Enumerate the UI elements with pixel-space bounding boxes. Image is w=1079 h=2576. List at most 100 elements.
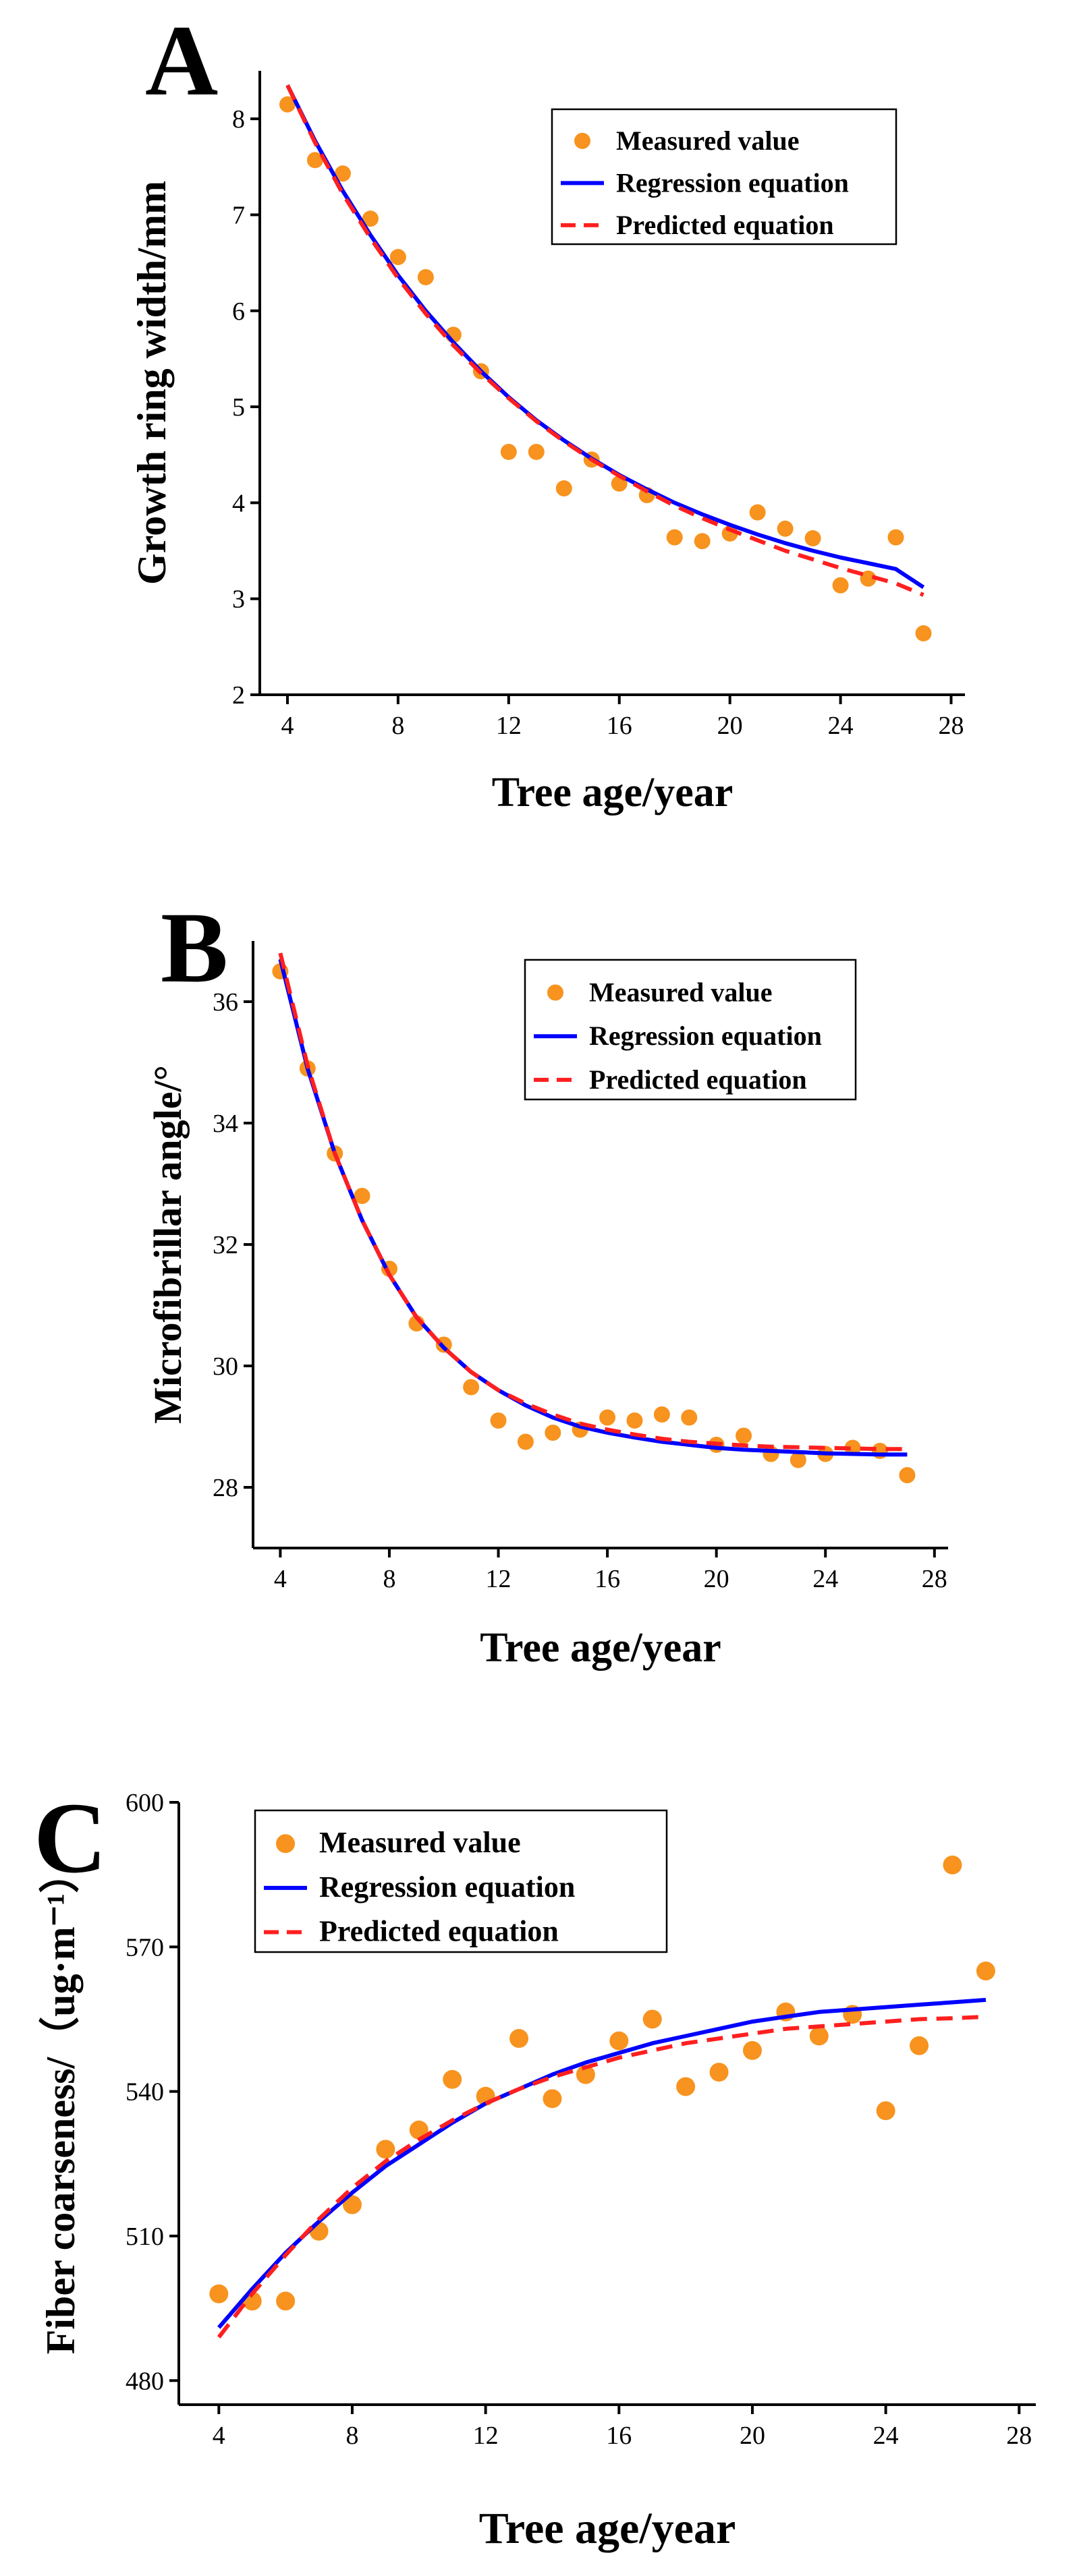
measured-point (876, 2101, 895, 2121)
measured-point (443, 2069, 462, 2089)
x-axis-title: Tree age/year (492, 770, 733, 815)
measured-point (417, 268, 434, 285)
x-tick-label: 24 (812, 1565, 838, 1593)
measured-point (599, 1409, 616, 1426)
measured-point (832, 577, 849, 594)
measured-points (209, 1855, 995, 2311)
measured-point (463, 1379, 480, 1396)
measured-point (653, 1406, 670, 1423)
measured-point (389, 249, 406, 266)
x-tick-label: 28 (922, 1565, 947, 1593)
legend: Measured value Regression equation Predict… (524, 958, 857, 1101)
legend: Measured value Regression equation Predict… (254, 1809, 668, 1953)
measured-point (777, 520, 794, 537)
y-axis-title: Growth ring width/mm (130, 181, 174, 585)
legend-label: Measured value (616, 125, 799, 156)
measured-point (376, 2140, 395, 2159)
measured-point (309, 2221, 329, 2241)
measured-point (749, 504, 766, 521)
y-axis-title: Microfibrillar angle/° (146, 1065, 190, 1424)
x-tick-label: 28 (939, 712, 964, 740)
y-tick-label: 7 (232, 201, 245, 229)
measured-point (809, 2026, 829, 2046)
x-axis-title: Tree age/year (479, 2504, 736, 2553)
x-tick-label: 4 (274, 1565, 287, 1593)
x-tick-label: 24 (828, 712, 854, 740)
x-tick-label: 8 (345, 2422, 358, 2450)
measured-point (279, 96, 296, 113)
x-tick-label: 16 (594, 1565, 620, 1593)
y-tick-label: 5 (232, 393, 245, 422)
y-tick-label: 36 (213, 988, 238, 1017)
x-tick-label: 8 (391, 712, 404, 740)
regression-curve (278, 958, 908, 1457)
y-tick-label: 3 (232, 585, 245, 614)
measured-point (910, 2036, 929, 2055)
x-tick-label: 20 (740, 2422, 765, 2450)
x-tick-label: 4 (281, 712, 294, 740)
measured-point (609, 2031, 629, 2051)
measured-points (272, 963, 916, 1483)
measured-point (306, 152, 323, 169)
legend-box (254, 1809, 668, 1953)
measured-point (790, 1452, 806, 1468)
chart-panel-b: B 4 8 12 16 20 24 28 28 30 32 34 36 Tree age/year Micr… (146, 892, 948, 1671)
predicted-curve (217, 2014, 987, 2339)
legend-marker-measured (574, 132, 590, 149)
y-tick-label: 4 (232, 489, 245, 517)
legend-label: Regression equation (589, 1021, 822, 1051)
panel-letter: B (161, 892, 228, 1004)
legend-box (551, 108, 897, 246)
measured-point (887, 529, 904, 546)
legend-box (524, 958, 857, 1101)
chart-panel-c: C 4 8 12 16 20 24 28 480 510 540 570 600 Tree age/yea… (34, 1782, 1036, 2553)
y-tick-label: 570 (126, 1933, 164, 1962)
measured-point (642, 2009, 662, 2029)
measured-point (666, 529, 683, 546)
measured-point (545, 1425, 561, 1441)
y-tick-label: 32 (213, 1231, 238, 1259)
measured-point (517, 1433, 534, 1450)
measured-point (354, 1188, 370, 1204)
measured-point (915, 625, 932, 641)
measured-point (976, 1962, 995, 1981)
measured-point (276, 2291, 296, 2311)
legend-label: Predicted equation (616, 210, 834, 240)
y-tick-label: 8 (232, 105, 245, 134)
measured-point (334, 165, 351, 182)
y-tick-label: 480 (126, 2367, 164, 2395)
y-tick-label: 540 (126, 2078, 164, 2107)
y-tick-label: 6 (232, 297, 245, 326)
legend: Measured value Regression equation Predict… (551, 108, 897, 246)
measured-point (742, 2040, 762, 2060)
x-tick-label: 20 (717, 712, 743, 740)
x-tick-label: 12 (473, 2422, 499, 2450)
y-tick-label: 2 (232, 681, 245, 710)
x-tick-label: 12 (496, 712, 522, 740)
legend-marker-measured (276, 1834, 295, 1854)
measured-point (899, 1467, 916, 1483)
measured-point (860, 570, 877, 587)
measured-point (362, 210, 379, 227)
measured-point (576, 2065, 595, 2084)
x-tick-label: 4 (213, 2422, 225, 2450)
measured-point (500, 443, 517, 460)
panel-letter: A (145, 5, 218, 117)
y-tick-label: 28 (213, 1474, 238, 1502)
measured-point (681, 1409, 698, 1426)
legend-label: Measured value (319, 1826, 521, 1859)
measured-point (543, 2089, 562, 2109)
x-tick-label: 24 (873, 2422, 899, 2450)
chart-panel-a: A 4 8 12 16 20 24 28 2 3 4 5 6 7 8 Tree age/year Growth … (130, 5, 965, 815)
measured-point (736, 1427, 752, 1444)
measured-point (804, 530, 821, 547)
y-axis-title: Fiber coarseness/（ug·m⁻¹） (38, 1853, 83, 2355)
y-tick-label: 34 (213, 1110, 238, 1138)
x-tick-label: 20 (704, 1565, 729, 1593)
x-tick-label: 8 (383, 1565, 395, 1593)
measured-point (676, 2077, 696, 2096)
measured-points (279, 96, 932, 641)
predicted-curve (278, 952, 908, 1452)
legend-label: Regression equation (616, 167, 849, 198)
